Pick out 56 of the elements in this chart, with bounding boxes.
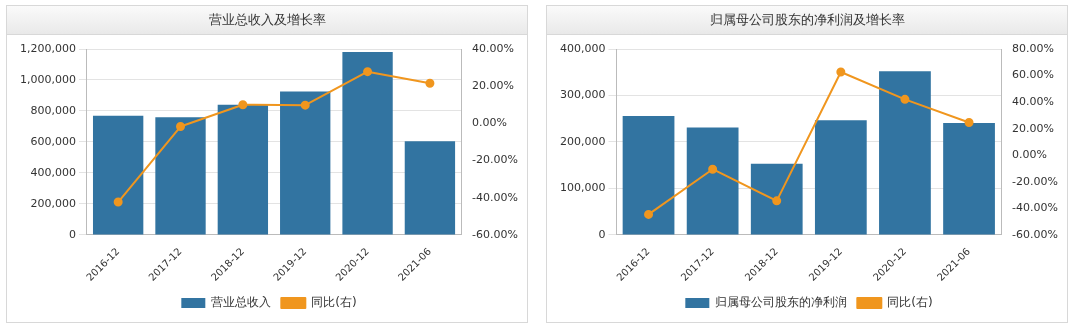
bar bbox=[686, 127, 739, 235]
point bbox=[964, 117, 974, 127]
y-tick-label: 1,200,000 bbox=[20, 41, 76, 55]
bar bbox=[404, 141, 456, 235]
point bbox=[238, 100, 248, 110]
y-tick-label: 600,000 bbox=[30, 134, 76, 148]
legend-label: 同比(右) bbox=[887, 295, 933, 310]
point bbox=[425, 78, 435, 88]
y2-tick-label: 60.00% bbox=[1012, 68, 1055, 82]
bar bbox=[622, 115, 675, 235]
bar bbox=[879, 71, 931, 235]
y2-tick-label: 80.00% bbox=[1012, 41, 1055, 55]
y-tick-label: 400,000 bbox=[559, 41, 606, 55]
y-tick-label: 400,000 bbox=[30, 165, 76, 179]
bar bbox=[92, 115, 144, 235]
y2-tick-label: 20.00% bbox=[1012, 121, 1055, 135]
bar bbox=[155, 117, 206, 235]
y2-tick-label: 0.00% bbox=[1012, 148, 1048, 162]
y2-tick-label: -40.00% bbox=[472, 190, 519, 204]
bar bbox=[814, 120, 867, 235]
point bbox=[900, 94, 910, 104]
y-tick-label: 1,000,000 bbox=[20, 72, 76, 86]
bar bbox=[217, 104, 269, 235]
y-tick-label: 0 bbox=[68, 227, 76, 241]
bar bbox=[280, 91, 331, 235]
bar bbox=[750, 163, 803, 235]
point bbox=[644, 209, 654, 219]
legend-label: 同比(右) bbox=[311, 295, 357, 310]
y-tick-label: 100,000 bbox=[559, 181, 606, 195]
y2-tick-label: -60.00% bbox=[1012, 227, 1059, 241]
y2-tick-label: 0.00% bbox=[472, 116, 508, 130]
legend-label: 归属母公司股东的净利润 bbox=[715, 295, 848, 310]
y2-tick-label: -20.00% bbox=[1012, 174, 1059, 188]
point bbox=[708, 164, 718, 174]
y-tick-label: 800,000 bbox=[30, 103, 76, 117]
y-tick-label: 300,000 bbox=[559, 88, 606, 102]
legend-label: 营业总收入 bbox=[211, 295, 272, 310]
y2-tick-label: 40.00% bbox=[472, 41, 515, 55]
point bbox=[363, 67, 373, 77]
point bbox=[113, 197, 123, 207]
chart-title: 营业总收入及增长率 bbox=[7, 6, 527, 35]
y2-tick-label: 40.00% bbox=[1012, 94, 1055, 108]
point bbox=[836, 67, 846, 77]
y2-tick-label: 20.00% bbox=[472, 79, 515, 93]
y-tick-label: 200,000 bbox=[559, 134, 606, 148]
y2-tick-label: -20.00% bbox=[472, 153, 519, 167]
y2-tick-label: -40.00% bbox=[1012, 201, 1059, 215]
y2-tick-label: -60.00% bbox=[472, 227, 519, 241]
bar bbox=[342, 52, 393, 235]
point bbox=[772, 196, 782, 206]
bar bbox=[943, 122, 995, 235]
chart-title: 归属母公司股东的净利润及增长率 bbox=[547, 6, 1067, 35]
y-tick-label: 0 bbox=[598, 227, 606, 241]
y-tick-label: 200,000 bbox=[30, 196, 76, 210]
point bbox=[176, 122, 186, 132]
point bbox=[300, 100, 310, 110]
